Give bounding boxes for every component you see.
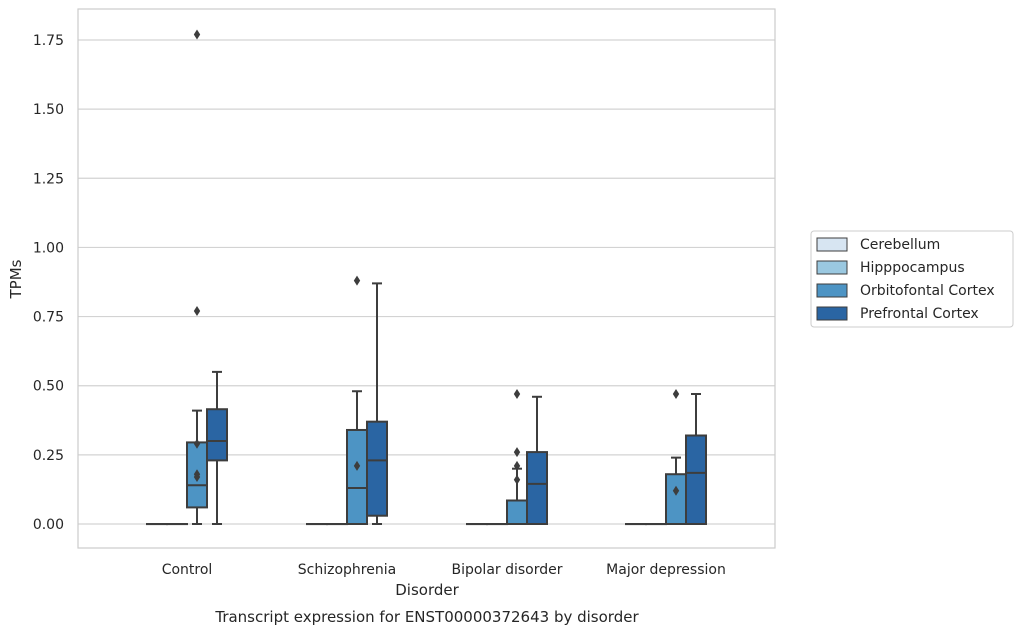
y-tick-label: 1.50 (33, 102, 64, 118)
outlier-point (193, 471, 201, 482)
y-tick-label: 1.00 (33, 240, 64, 256)
x-tick-label: Bipolar disorder (451, 562, 562, 578)
outlier-point (672, 389, 680, 400)
box-3-2 (526, 395, 548, 525)
y-tick-label: 1.25 (33, 171, 64, 187)
y-axis: 0.00 0.25 0.50 0.75 1.00 1.25 1.50 1.75 (33, 33, 64, 533)
box (526, 451, 548, 525)
box-3-1 (366, 282, 388, 525)
legend-label: Orbitofontal Cortex (860, 283, 995, 299)
outlier-point (353, 460, 361, 471)
outlier-point (353, 275, 361, 286)
legend-frame (810, 230, 1014, 328)
legend-swatch (816, 260, 848, 275)
outlier-point (513, 474, 521, 485)
legend-swatch (816, 237, 848, 252)
x-axis: Control Schizophrenia Bipolar disorder Majo… (162, 562, 726, 578)
legend-label: Prefrontal Cortex (860, 306, 979, 322)
y-tick-label: 0.25 (33, 448, 64, 464)
box-2-0 (186, 29, 208, 525)
plot-frame (77, 8, 776, 549)
box-3-0 (206, 370, 228, 525)
chart-caption: Transcript expression for ENST0000037264… (214, 608, 639, 626)
legend-swatch (816, 306, 848, 321)
y-tick-label: 0.00 (33, 517, 64, 533)
x-tick-label: Control (162, 562, 213, 578)
outlier-point (672, 485, 680, 496)
legend-label: Hipppocampus (860, 260, 965, 276)
outlier-point (513, 460, 521, 471)
box (685, 434, 707, 525)
box (366, 420, 388, 517)
outlier-point (513, 389, 521, 400)
legend-swatch (816, 283, 848, 298)
y-tick-label: 1.75 (33, 33, 64, 49)
y-tick-label: 0.50 (33, 379, 64, 395)
box-2-3 (665, 389, 687, 525)
box (665, 473, 687, 525)
y-axis-title: TPMs (7, 259, 25, 299)
x-tick-label: Schizophrenia (298, 562, 396, 578)
legend: Cerebellum Hipppocampus Orbitofontal Corte… (810, 230, 1014, 328)
box-2-1 (346, 275, 368, 526)
outlier-point (193, 29, 201, 40)
outlier-point (513, 447, 521, 458)
outlier-point (193, 306, 201, 317)
box-3-3 (685, 393, 707, 525)
x-axis-title: Disorder (395, 581, 459, 599)
box (346, 428, 368, 526)
y-tick-label: 0.75 (33, 310, 64, 326)
legend-label: Cerebellum (860, 237, 940, 253)
box-series (146, 29, 707, 526)
outlier-point (193, 438, 201, 449)
gridlines (78, 39, 775, 525)
box-2-2 (506, 389, 528, 525)
box (206, 408, 228, 462)
box (506, 499, 528, 525)
x-tick-label: Major depression (606, 562, 726, 578)
